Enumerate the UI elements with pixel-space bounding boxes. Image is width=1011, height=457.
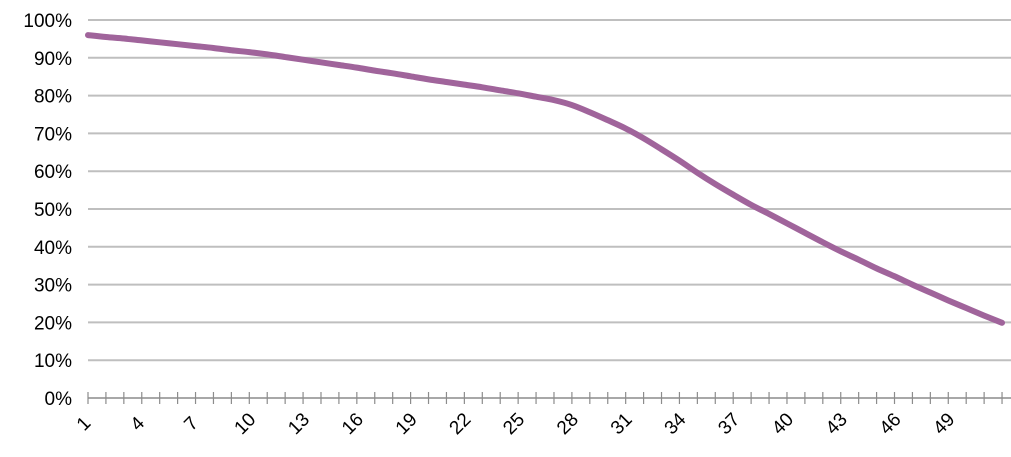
x-tick-label: 25	[499, 409, 529, 439]
x-tick-label: 16	[338, 409, 368, 439]
x-tick-label: 40	[768, 409, 798, 439]
x-tick-label: 37	[714, 409, 744, 439]
y-tick-label: 60%	[34, 162, 72, 183]
gridlines	[88, 19, 1011, 362]
y-tick-label: 100%	[23, 11, 72, 32]
y-tick-label: 30%	[34, 276, 72, 297]
x-axis-tick-labels: 1 4 7 10 13 16 19 22 25 28 31 34 37 40 43 46 49	[73, 409, 959, 439]
series-line	[85, 32, 1006, 326]
y-tick-label: 20%	[34, 313, 72, 334]
x-tick-label: 10	[231, 409, 261, 439]
x-tick-label: 13	[284, 409, 314, 439]
y-tick-label: 80%	[34, 87, 72, 108]
y-tick-label: 70%	[34, 124, 72, 145]
y-tick-label: 90%	[34, 49, 72, 70]
x-tick-label: 49	[929, 409, 959, 439]
x-tick-label: 46	[876, 409, 906, 439]
y-tick-label: 0%	[45, 389, 73, 410]
x-tick-label: 1	[73, 413, 95, 435]
x-axis	[87, 392, 1011, 404]
x-tick-label: 22	[446, 409, 476, 439]
x-tick-label: 34	[661, 409, 691, 439]
x-tick-label: 7	[180, 413, 202, 435]
x-tick-label: 43	[822, 409, 852, 439]
y-tick-label: 50%	[34, 200, 72, 221]
x-tick-label: 28	[553, 409, 583, 439]
x-tick-label: 19	[392, 409, 422, 439]
x-tick-label: 31	[607, 409, 637, 439]
y-axis-tick-labels: 0% 10% 20% 30% 40% 50% 60% 70% 80% 90% 100%	[23, 11, 72, 410]
x-tick-label: 4	[127, 413, 150, 436]
series-layer	[85, 32, 1006, 326]
y-tick-label: 40%	[34, 238, 72, 259]
y-tick-label: 10%	[34, 351, 72, 372]
